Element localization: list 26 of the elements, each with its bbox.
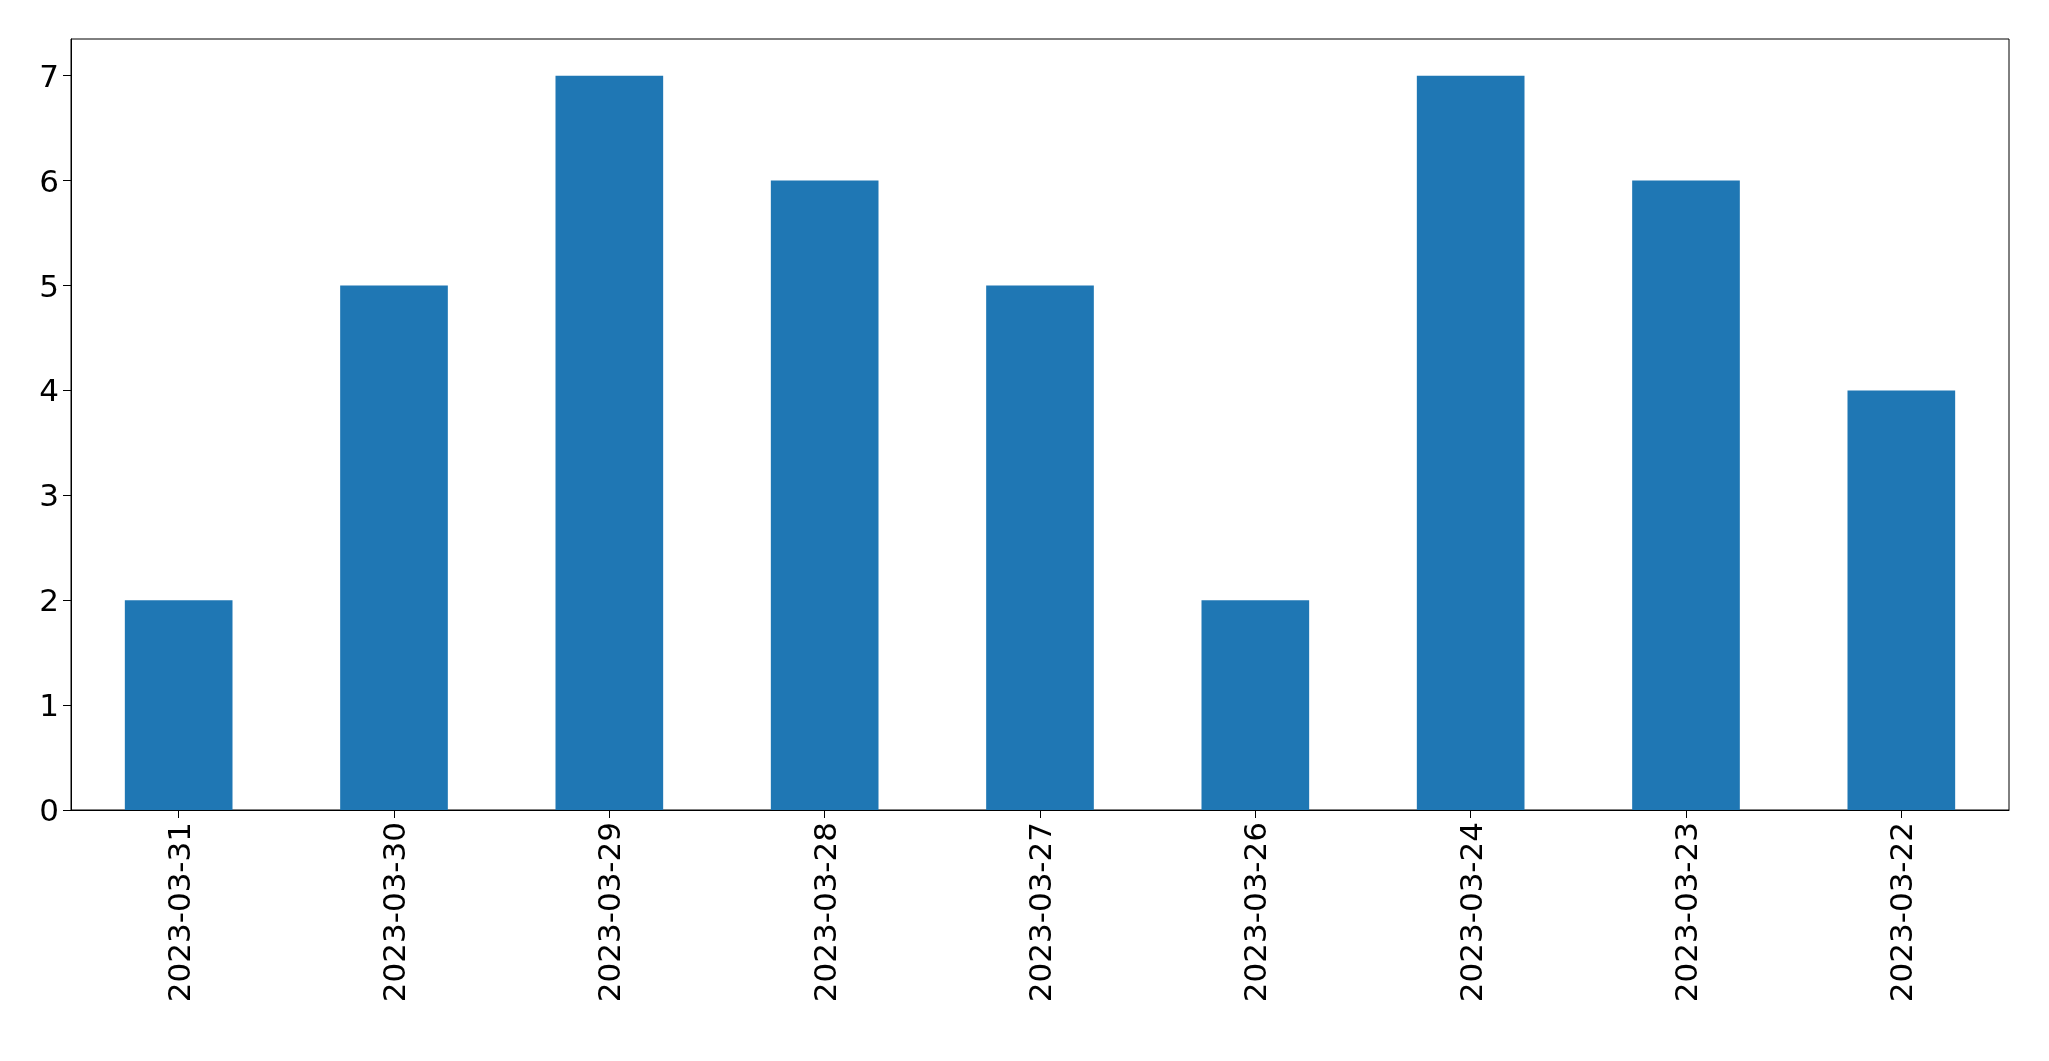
x-tick-label: 2023-03-29 <box>591 822 628 1003</box>
x-tick-label: 2023-03-28 <box>806 822 843 1003</box>
y-tick-label: 7 <box>39 57 59 94</box>
x-tick-label: 2023-03-30 <box>376 822 412 1003</box>
x-tick-label: 2023-03-24 <box>1452 822 1489 1003</box>
y-tick-label: 1 <box>39 687 59 724</box>
bar <box>1201 600 1310 810</box>
x-tick-label: 2023-03-26 <box>1237 822 1274 1003</box>
bar <box>1416 75 1525 810</box>
y-tick-label: 2 <box>39 582 59 619</box>
bar <box>340 285 448 810</box>
bar <box>555 75 664 810</box>
x-tick-label: 2023-03-31 <box>160 822 197 1003</box>
y-tick-label: 6 <box>39 162 59 199</box>
bar <box>770 180 879 810</box>
bar <box>124 600 233 810</box>
bar <box>986 285 1094 810</box>
x-tick-label: 2023-03-27 <box>1022 822 1058 1003</box>
y-tick-label: 4 <box>39 372 59 409</box>
x-tick-label: 2023-03-22 <box>1883 822 1920 1003</box>
bar <box>1632 180 1740 810</box>
bar <box>1847 390 1956 810</box>
x-tick-label: 2023-03-23 <box>1668 822 1704 1003</box>
y-tick-label: 5 <box>39 267 59 304</box>
y-tick-label: 0 <box>39 792 59 828</box>
y-tick-label: 3 <box>39 477 59 514</box>
